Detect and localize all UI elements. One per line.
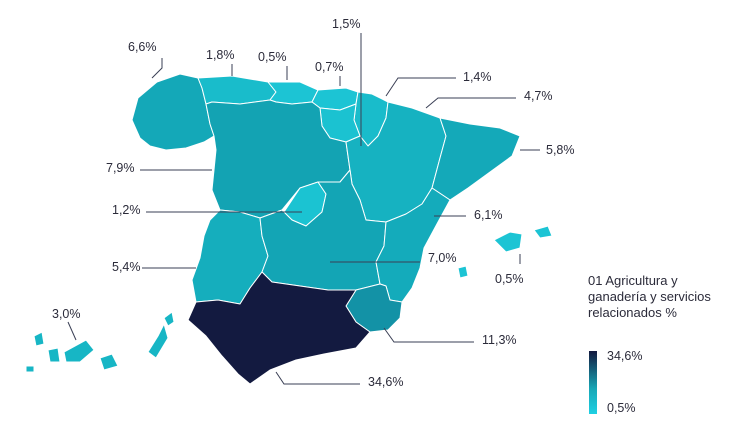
label-comunidad-valenciana: 6,1% [474, 208, 503, 222]
legend-title: 01 Agricultura y ganadería y servicios r… [588, 273, 711, 320]
legend-min-label: 0,5% [607, 401, 636, 415]
label-murcia: 11,3% [482, 333, 517, 347]
label-madrid: 1,2% [112, 203, 141, 217]
label-castilla-leon: 7,9% [106, 161, 135, 175]
region-andalucia[interactable] [187, 271, 371, 385]
region-cataluna[interactable] [431, 117, 521, 201]
label-la-rioja: 1,4% [463, 70, 492, 84]
label-extremadura: 5,4% [112, 260, 141, 274]
region-cantabria[interactable] [267, 81, 319, 105]
region-asturias[interactable] [197, 75, 277, 105]
label-pais-vasco: 0,7% [315, 60, 344, 74]
legend-color-scale [589, 351, 597, 414]
label-castilla-la-mancha: 7,0% [428, 251, 457, 265]
label-cataluna: 5,8% [546, 143, 575, 157]
label-asturias: 1,8% [206, 48, 235, 62]
label-andalucia: 34,6% [368, 375, 404, 389]
label-baleares: 0,5% [495, 272, 524, 286]
label-aragon: 4,7% [524, 89, 553, 103]
region-baleares[interactable] [457, 225, 553, 279]
region-canarias[interactable] [25, 311, 175, 373]
label-cantabria: 0,5% [258, 50, 287, 64]
label-navarra: 1,5% [332, 17, 361, 31]
legend-max-label: 34,6% [607, 349, 643, 363]
label-galicia: 6,6% [128, 40, 157, 54]
region-comunidad-valenciana[interactable] [375, 187, 451, 303]
label-canarias: 3,0% [52, 307, 81, 321]
